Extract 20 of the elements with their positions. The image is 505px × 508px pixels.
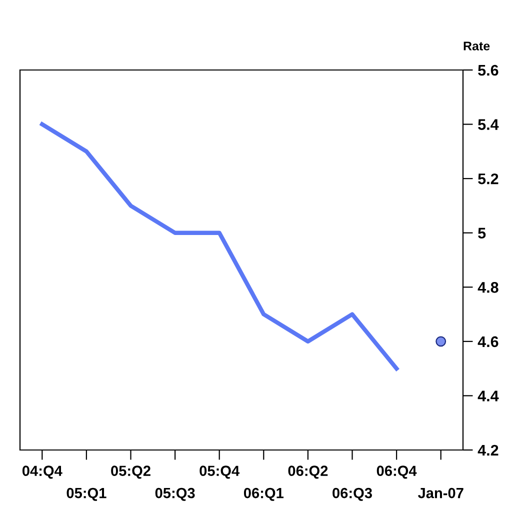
x-tick-label: 04:Q4 <box>22 466 62 479</box>
x-tick-label: 05:Q1 <box>66 488 106 501</box>
x-tick-label: 05:Q2 <box>111 466 150 479</box>
x-tick-label: Jan-07 <box>418 488 464 498</box>
y-tick-label: 5.2 <box>478 173 498 184</box>
y-tick-label: 5.4 <box>478 119 499 130</box>
x-tick-label: 06:Q4 <box>376 466 417 479</box>
x-tick-label: 06:Q1 <box>244 488 284 501</box>
y-tick-label: 4.4 <box>478 390 499 402</box>
x-tick-label: 06:Q2 <box>288 466 328 479</box>
y-tick-label: 4.8 <box>478 282 498 293</box>
y-tick-label: 5 <box>478 228 486 239</box>
y-tick-label: 4.6 <box>478 336 498 348</box>
x-tick-label: 06:Q3 <box>332 488 372 501</box>
line-series <box>40 122 399 371</box>
x-tick-label: 05:Q4 <box>200 466 240 479</box>
y-tick-label: 5.6 <box>478 64 498 76</box>
y-tick-label: 4.2 <box>478 444 498 456</box>
x-tick-label: 05:Q3 <box>155 488 195 501</box>
y-axis-title: Rate <box>464 42 490 50</box>
